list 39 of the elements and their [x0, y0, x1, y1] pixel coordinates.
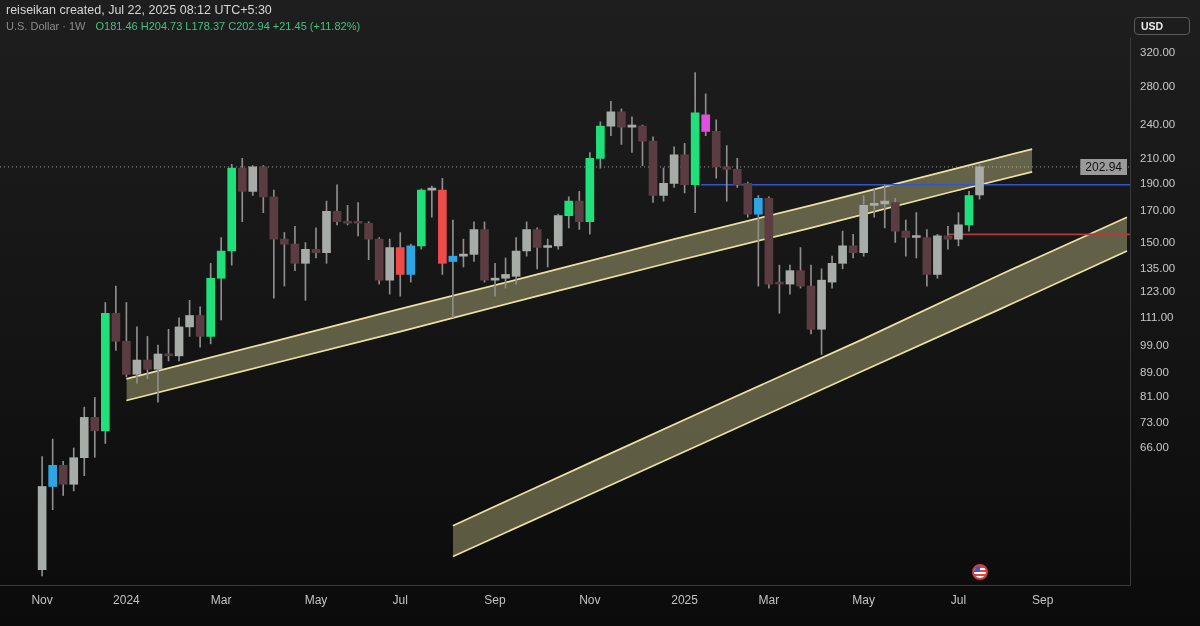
y-tick-label: 111.00	[1140, 310, 1174, 323]
y-tick-label: 135.00	[1140, 261, 1176, 274]
candlestick	[943, 226, 953, 250]
y-axis-title: USD	[1134, 17, 1190, 35]
x-tick-label: Sep	[484, 593, 507, 608]
x-tick-label: May	[304, 593, 328, 608]
y-tick-label: 150.00	[1140, 235, 1176, 248]
x-tick-label: Jul	[392, 593, 408, 608]
x-tick-label: Nov	[579, 593, 601, 608]
chart-title: U.S. Dollar · 1W	[6, 20, 86, 32]
y-tick-label: 320.00	[1140, 46, 1176, 59]
y-tick-label: 89.00	[1140, 366, 1169, 379]
x-tick-label: Sep	[1032, 593, 1054, 608]
candlestick	[543, 238, 553, 268]
y-tick-label: 240.00	[1140, 118, 1176, 131]
y-tick-label: 99.00	[1140, 339, 1169, 352]
y-tick-label: 81.00	[1140, 389, 1169, 402]
x-tick-label: Jul	[950, 593, 967, 608]
text: reiseikan created, Jul 22, 2025 08:12 UTC+5:30	[6, 2, 273, 18]
y-tick-label: 190.00	[1140, 176, 1176, 189]
candlestick	[490, 262, 500, 297]
x-tick-label: May	[852, 593, 876, 608]
y-tick-label: 123.00	[1140, 285, 1176, 298]
candlestick	[448, 219, 458, 319]
candlestick	[901, 219, 911, 257]
y-tick-label: 66.00	[1140, 440, 1169, 453]
y-tick-label: 170.00	[1140, 204, 1176, 217]
candlestick	[353, 202, 363, 237]
x-tick-label: Mar	[210, 593, 232, 608]
candlestick	[90, 397, 100, 458]
y-tick-label: 280.00	[1140, 79, 1176, 92]
chart-subtitle: O181.46 H204.73 L178.37 C202.94 +21.45 (+11.82%)	[95, 20, 361, 32]
x-tick-label: Mar	[758, 593, 780, 608]
x-tick-label: 2025	[671, 593, 699, 608]
ref-line-label: 202.94	[1085, 159, 1123, 174]
x-tick-label: 2024	[113, 593, 141, 608]
y-tick-label: 210.00	[1140, 151, 1176, 164]
y-tick-label: 73.00	[1140, 415, 1169, 428]
x-tick-label: Nov	[31, 593, 53, 608]
